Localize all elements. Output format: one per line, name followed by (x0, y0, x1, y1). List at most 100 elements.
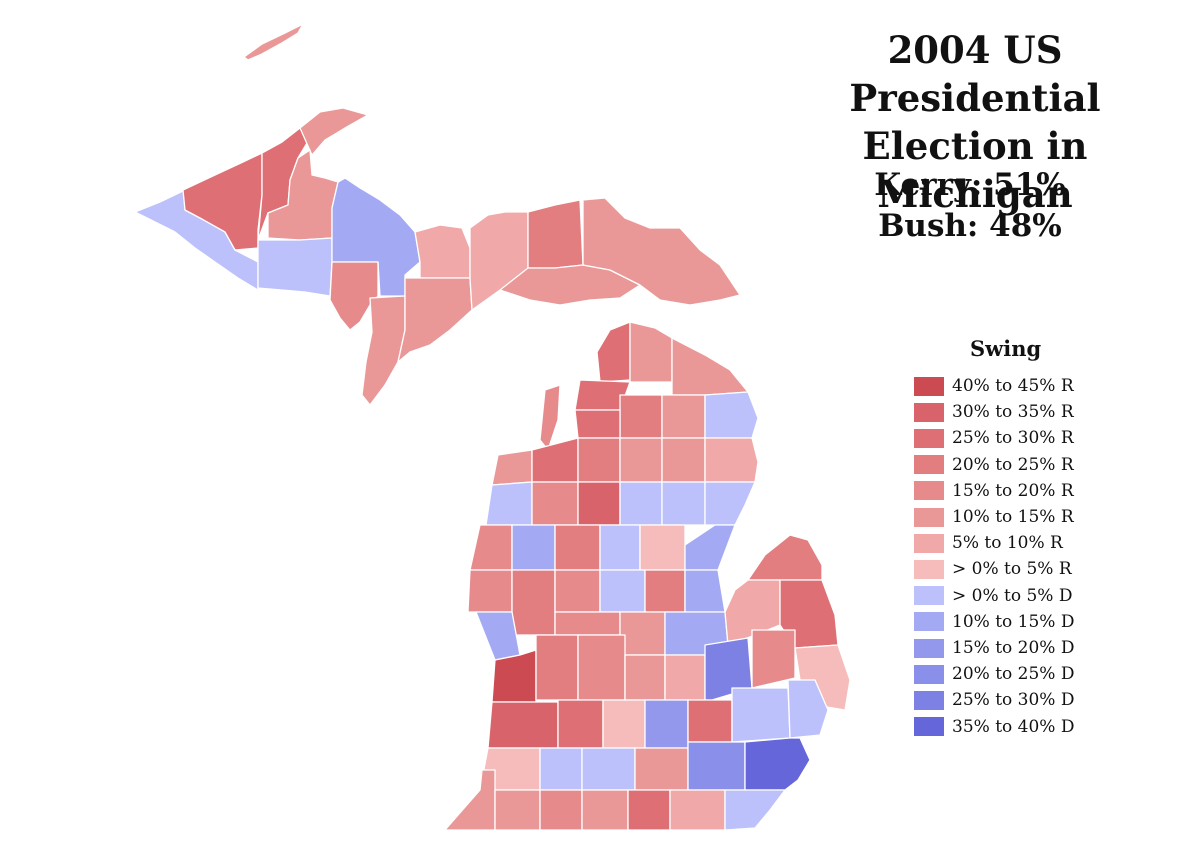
county-montcalm (554, 611, 621, 636)
legend-item: 10% to 15% R (914, 507, 1074, 527)
legend-item: 20% to 25% R (914, 455, 1074, 475)
county-kalamazoo (539, 747, 583, 791)
county-eaton (602, 699, 646, 749)
county-ogemaw (661, 481, 706, 526)
legend-swatch (914, 586, 944, 606)
county-roscommon (619, 481, 663, 526)
legend-swatch (914, 533, 944, 553)
county-huron (747, 534, 823, 581)
county-wexford (531, 481, 579, 526)
county-isabella (599, 569, 646, 613)
legend-label: 5% to 10% R (952, 533, 1063, 554)
county-barry (557, 699, 604, 749)
county-allegan (487, 701, 559, 749)
county-presque-isle (671, 337, 749, 396)
county-st-joseph (539, 789, 583, 831)
county-grand-traverse (531, 437, 579, 483)
county-mason (469, 524, 513, 571)
county-lapeer (751, 629, 796, 689)
county-newaygo (511, 569, 556, 636)
county-gratiot (619, 611, 666, 656)
county-otsego (619, 394, 663, 439)
legend-label: > 0% to 5% D (952, 585, 1073, 606)
map-title: 2004 US Presidential Election in Michiga… (760, 26, 1190, 218)
county-oceana (467, 569, 513, 613)
legend-swatch (914, 690, 944, 710)
legend-label: 10% to 15% R (952, 507, 1074, 527)
county-alger (414, 224, 471, 279)
county-mackinac (499, 264, 641, 306)
county-chippewa (582, 197, 741, 306)
results-summary: Kerry: 51% Bush: 48% (840, 165, 1100, 247)
county-gladwin (639, 524, 686, 571)
legend-item: 30% to 35% R (914, 402, 1074, 422)
county-manistee (485, 481, 533, 526)
county-emmet (596, 321, 631, 383)
legend-label: 35% to 40% D (952, 716, 1075, 737)
legend-item: 40% to 45% R (914, 376, 1074, 396)
legend-swatch (914, 612, 944, 632)
county-berrien (444, 769, 496, 831)
legend-swatch (914, 717, 944, 737)
legend-label: > 0% to 5% R (952, 559, 1072, 580)
county-missaukee (577, 481, 621, 526)
county-bay (684, 569, 726, 613)
title-line-1: 2004 US Presidential (849, 28, 1101, 120)
legend-item: > 0% to 5% D (914, 586, 1073, 606)
county-shiawassee (664, 654, 706, 701)
legend-title: Swing (970, 336, 1042, 361)
county-kent (535, 634, 579, 701)
county-cass (494, 789, 541, 831)
legend-swatch (914, 664, 944, 684)
legend-swatch (914, 638, 944, 658)
county-iron (257, 237, 333, 297)
county-mecosta (554, 569, 601, 613)
county-marquette (331, 177, 421, 297)
county-midland (644, 569, 686, 613)
legend-swatch (914, 507, 944, 527)
county-crawford (619, 437, 663, 483)
county-antrim (574, 409, 621, 439)
county-isle-royale (243, 23, 304, 61)
county-lenawee (669, 789, 726, 831)
legend-swatch (914, 481, 944, 501)
county-clare (599, 524, 641, 571)
county-luce (527, 199, 584, 269)
county-lake (511, 524, 556, 571)
county-alpena (704, 391, 759, 439)
county-alcona (704, 437, 759, 483)
county-oakland (731, 687, 791, 743)
county-arenac (684, 524, 736, 571)
title-line-2: Election in Michigan (862, 124, 1088, 216)
legend-label: 30% to 35% R (952, 402, 1074, 423)
county-hillsdale (627, 789, 671, 831)
county-dickinson (329, 261, 379, 331)
bush-result: Bush: 48% (878, 208, 1062, 244)
legend-label: 20% to 25% D (952, 664, 1075, 685)
legend-item: 15% to 20% R (914, 481, 1074, 501)
legend-label: 40% to 45% R (952, 376, 1074, 396)
legend-label: 20% to 25% R (952, 454, 1074, 475)
legend-label: 10% to 15% D (952, 611, 1075, 632)
county-oscoda (661, 437, 706, 483)
county-iosco (704, 481, 756, 526)
county-jackson (634, 747, 689, 791)
county-clinton (624, 654, 666, 701)
legend-swatch (914, 402, 944, 422)
kerry-result: Kerry: 51% (874, 167, 1066, 203)
county-leelanau (539, 384, 561, 451)
legend-swatch (914, 428, 944, 448)
legend-item: 5% to 10% R (914, 533, 1063, 553)
legend-item: 25% to 30% R (914, 428, 1074, 448)
legend-label: 15% to 20% D (952, 638, 1075, 658)
county-ionia (577, 634, 626, 701)
county-cheboygan (629, 321, 673, 383)
county-washtenaw (687, 741, 746, 791)
county-osceola (554, 524, 601, 571)
legend-swatch (914, 455, 944, 475)
legend-item: 25% to 30% D (914, 690, 1074, 710)
county-calhoun (581, 747, 636, 791)
legend-label: 15% to 20% R (952, 480, 1074, 501)
county-muskegon (475, 611, 521, 661)
